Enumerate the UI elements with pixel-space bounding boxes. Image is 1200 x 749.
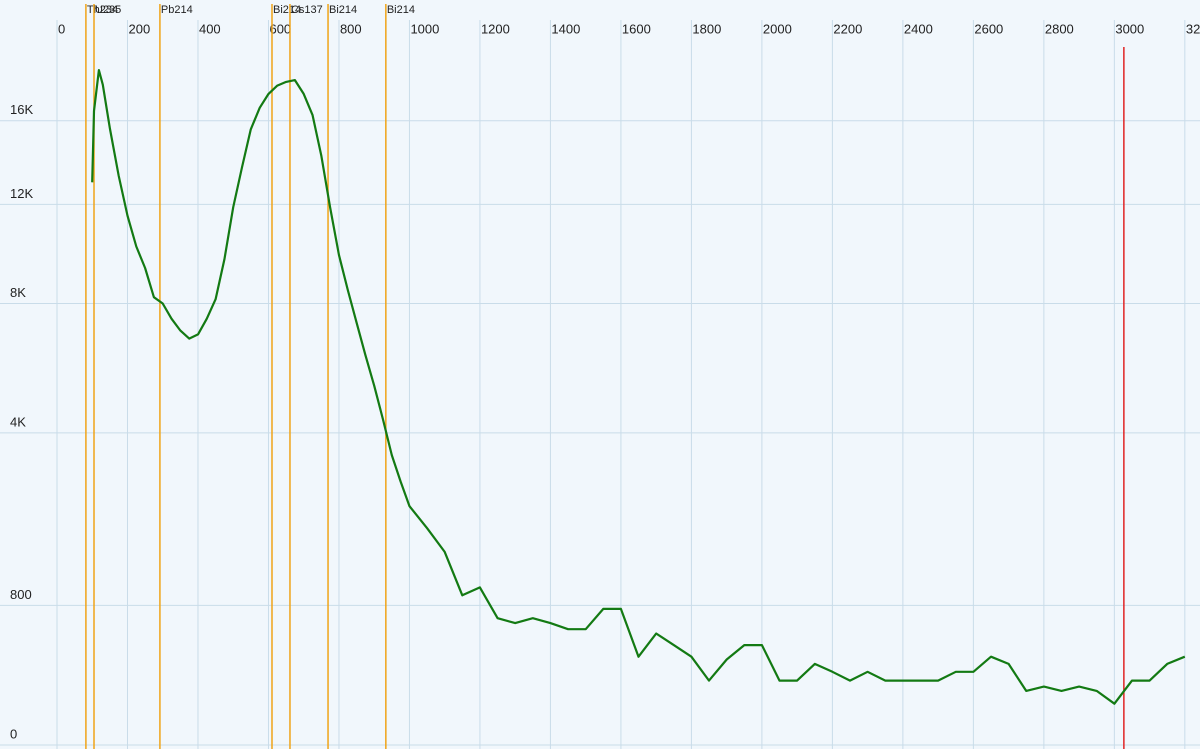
y-tick-label: 4K	[10, 414, 26, 429]
x-tick-label: 3200	[1186, 21, 1200, 36]
isotope-label: Bi214	[329, 4, 357, 16]
x-tick-label: 0	[58, 21, 65, 36]
x-tick-label: 400	[199, 21, 221, 36]
x-tick-label: 2000	[763, 21, 792, 36]
x-tick-label: 2200	[833, 21, 862, 36]
x-tick-label: 2600	[974, 21, 1003, 36]
x-tick-label: 3000	[1115, 21, 1144, 36]
y-tick-label: 8K	[10, 285, 26, 300]
x-tick-label: 1800	[692, 21, 721, 36]
isotope-label: Bi214	[387, 4, 415, 16]
isotope-label: U235	[95, 4, 121, 16]
x-tick-label: 1000	[410, 21, 439, 36]
x-tick-label: 1600	[622, 21, 651, 36]
x-tick-label: 2800	[1045, 21, 1074, 36]
isotope-label: Bi214	[273, 4, 301, 16]
x-tick-label: 1200	[481, 21, 510, 36]
x-tick-label: 600	[269, 21, 291, 36]
y-tick-label: 0	[10, 726, 17, 741]
x-tick-label: 1400	[551, 21, 580, 36]
y-tick-label: 800	[10, 587, 32, 602]
x-tick-label: 800	[340, 21, 362, 36]
x-tick-label: 200	[128, 21, 150, 36]
isotope-label: Cs137	[291, 4, 323, 16]
spectrum-line	[91, 69, 1186, 705]
isotope-label: Pb214	[161, 4, 193, 16]
y-tick-label: 12K	[10, 186, 33, 201]
x-tick-label: 2400	[904, 21, 933, 36]
y-tick-label: 16K	[10, 102, 33, 117]
